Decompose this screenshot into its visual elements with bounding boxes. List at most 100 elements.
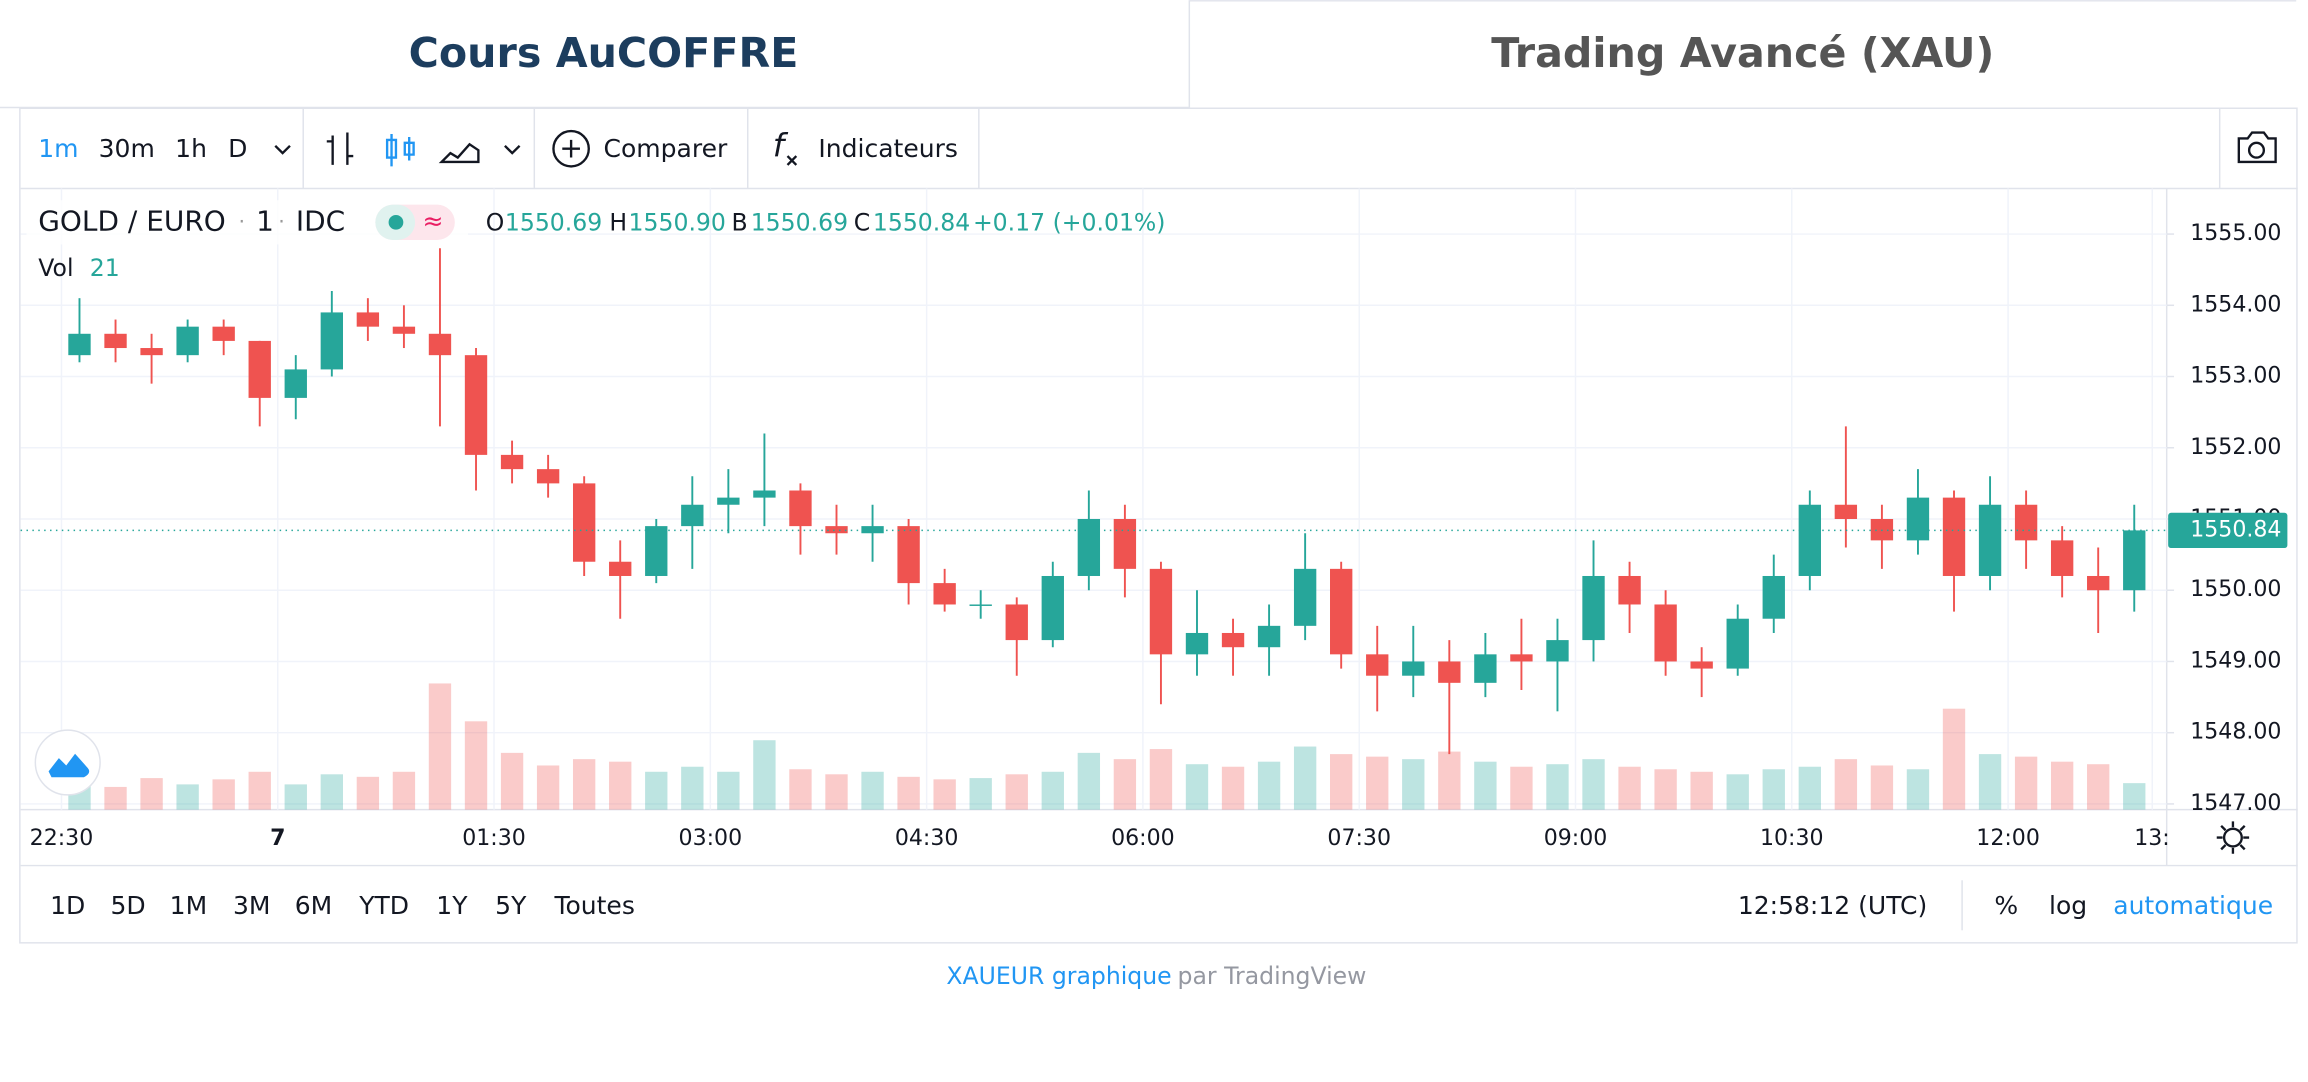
compare-icon[interactable] <box>552 129 590 168</box>
candle-body <box>1330 568 1353 655</box>
ohlc-value: 1550.69 <box>751 208 848 236</box>
ohlc-key: O <box>486 208 505 236</box>
area-icon[interactable] <box>438 142 480 164</box>
screenshot-icon[interactable] <box>2247 141 2266 159</box>
candle-body <box>104 333 127 349</box>
screenshot-icon[interactable] <box>2237 131 2277 164</box>
volume-bar <box>645 771 668 810</box>
interval-button[interactable]: 1m <box>38 134 78 163</box>
market-open-dot <box>388 214 404 230</box>
candle-body <box>1834 504 1858 519</box>
candle-body <box>1113 518 1137 569</box>
volume-bar <box>1041 771 1064 810</box>
tab[interactable]: Trading Avancé (XAU) <box>1491 29 1994 77</box>
exchange: IDC <box>296 204 345 237</box>
interval-button[interactable]: D <box>228 134 247 163</box>
candle-body <box>1690 661 1713 669</box>
candle-body <box>2050 540 2074 576</box>
volume-bar <box>1762 769 1785 810</box>
volume-bar <box>1654 769 1677 810</box>
range-button[interactable]: 1M <box>170 891 208 920</box>
y-tick-label: 1547.00 <box>2190 791 2281 816</box>
candles-icon[interactable] <box>385 134 415 167</box>
compare-icon[interactable] <box>562 139 580 158</box>
range-button[interactable]: YTD <box>358 891 409 920</box>
candle-body <box>753 490 776 498</box>
logo-icon[interactable] <box>48 753 90 778</box>
candle-body <box>717 497 740 505</box>
volume-bar <box>2050 761 2074 810</box>
tab[interactable]: Cours AuCOFFRE <box>409 29 799 77</box>
x-tick-label: 10:30 <box>1760 826 1824 851</box>
auto-toggle[interactable]: automatique <box>2113 891 2273 920</box>
volume-bar <box>320 774 344 810</box>
indicators-button[interactable]: Indicateurs <box>818 134 958 163</box>
volume-bar <box>212 779 235 810</box>
volume-bar <box>572 759 596 810</box>
dropdown-icon[interactable] <box>504 144 521 155</box>
y-tick-label: 1554.00 <box>2190 292 2281 317</box>
range-button[interactable]: 1Y <box>436 891 468 920</box>
indicators-icon[interactable] <box>786 155 798 166</box>
delayed-icon: ≈ <box>422 206 443 235</box>
percent-toggle[interactable]: % <box>1994 891 2018 920</box>
compare-button[interactable]: Comparer <box>603 134 727 163</box>
y-tick-label: 1548.00 <box>2190 720 2281 745</box>
dropdown-icon[interactable] <box>274 144 291 155</box>
volume-bar <box>284 784 307 810</box>
symbol: GOLD / EURO <box>38 204 226 237</box>
candle-body <box>572 483 596 562</box>
log-toggle[interactable]: log <box>2049 891 2087 920</box>
candle-body <box>1762 575 1785 619</box>
volume-bar <box>609 761 632 810</box>
settings-icon[interactable] <box>2222 827 2243 848</box>
y-tick-label: 1553.00 <box>2190 364 2281 389</box>
candle-body <box>609 561 632 576</box>
candle-body <box>1582 575 1605 641</box>
range-button[interactable]: 1D <box>50 891 85 920</box>
x-tick-label: 07:30 <box>1327 826 1391 851</box>
last-price-label: 1550.84 <box>2190 517 2281 542</box>
y-tick-label: 1555.00 <box>2190 221 2281 246</box>
volume-bar <box>1798 766 1821 810</box>
interval-button[interactable]: 30m <box>99 134 155 163</box>
volume-bar <box>1293 746 1317 810</box>
candle-body <box>1221 632 1245 648</box>
range-button[interactable]: 5D <box>110 891 145 920</box>
volume-bar <box>1149 749 1173 810</box>
candle-body <box>1978 504 2002 576</box>
candle-body <box>1942 497 1966 576</box>
bars-icon[interactable] <box>326 132 354 165</box>
x-tick-label: 06:00 <box>1111 826 1175 851</box>
volume-bar <box>536 765 560 810</box>
footer-credit: par TradingView <box>1178 962 1367 990</box>
range-button[interactable]: 3M <box>233 891 271 920</box>
volume-bar <box>1870 765 1894 810</box>
candle-body <box>1149 568 1173 655</box>
candle-body <box>464 355 488 455</box>
footer-link[interactable]: XAUEUR graphique <box>946 962 1171 990</box>
range-button[interactable]: Toutes <box>553 891 634 920</box>
frame <box>19 107 2298 944</box>
x-tick-label: 22:30 <box>30 826 94 851</box>
candle-body <box>2014 504 2038 541</box>
interval-button[interactable]: 1h <box>175 134 207 163</box>
ohlc-value: 1550.69 <box>505 208 602 236</box>
range-button[interactable]: 6M <box>295 891 333 920</box>
interval: 1 <box>256 204 274 237</box>
candle-body <box>1654 604 1677 662</box>
range-button[interactable]: 5Y <box>495 891 527 920</box>
volume-bar <box>104 786 127 810</box>
volume-bar <box>933 779 956 810</box>
x-tick-label: 13: <box>2134 826 2170 851</box>
candle-body <box>1438 661 1461 683</box>
candle-body <box>248 340 271 398</box>
volume-bar <box>2123 783 2146 810</box>
candle-body <box>500 454 524 470</box>
y-tick-label: 1550.00 <box>2190 577 2281 602</box>
volume-bar <box>1582 759 1605 810</box>
volume-bar <box>140 778 163 810</box>
volume-bar <box>969 778 992 810</box>
logo[interactable] <box>34 729 101 796</box>
settings-icon[interactable] <box>2216 821 2250 854</box>
